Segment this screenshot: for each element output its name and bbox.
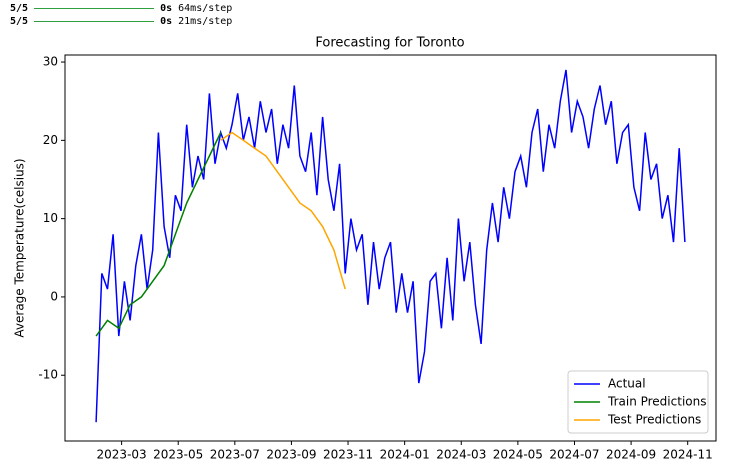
legend-label: Test Predictions bbox=[607, 413, 701, 427]
x-tick-label: 2024-11 bbox=[663, 448, 713, 462]
x-tick-label: 2023-07 bbox=[210, 448, 260, 462]
rate: 21ms/step bbox=[178, 15, 233, 27]
console-line: 5/5 0s 21ms/step bbox=[10, 15, 232, 27]
legend-label: Actual bbox=[608, 377, 646, 391]
axes-frame bbox=[64, 54, 717, 442]
legend-label: Train Predictions bbox=[607, 395, 706, 409]
x-tick-label: 2024-05 bbox=[493, 448, 543, 462]
x-tick-label: 2023-09 bbox=[266, 448, 316, 462]
y-tick-label: -10 bbox=[38, 368, 58, 382]
y-tick-label: 0 bbox=[50, 289, 58, 303]
y-tick-label: 30 bbox=[43, 55, 58, 69]
series-line bbox=[95, 132, 222, 337]
series-line bbox=[95, 69, 686, 423]
y-tick-label: 20 bbox=[43, 133, 58, 147]
y-tick-label: 10 bbox=[43, 211, 58, 225]
x-tick-label: 2024-09 bbox=[606, 448, 656, 462]
progress-bar bbox=[34, 20, 155, 22]
legend-box bbox=[567, 370, 709, 434]
progress: 5/5 bbox=[10, 2, 29, 14]
chart-title: Forecasting for Toronto bbox=[315, 36, 464, 51]
console-line: 5/5 0s 64ms/step bbox=[10, 2, 232, 14]
y-axis-label: Average Temperature(celsius) bbox=[13, 158, 27, 337]
progress-bar bbox=[34, 7, 155, 9]
rate: 64ms/step bbox=[178, 2, 233, 14]
x-tick-label: 2024-01 bbox=[380, 448, 430, 462]
x-tick-label: 2024-07 bbox=[549, 448, 599, 462]
series-line bbox=[220, 131, 346, 290]
progress: 5/5 bbox=[10, 15, 29, 27]
time: 0s bbox=[160, 2, 173, 14]
x-tick-label: 2024-03 bbox=[436, 448, 486, 462]
x-tick-label: 2023-05 bbox=[153, 448, 203, 462]
x-tick-label: 2023-03 bbox=[97, 448, 147, 462]
time: 0s bbox=[160, 15, 173, 27]
x-tick-label: 2023-11 bbox=[323, 448, 373, 462]
